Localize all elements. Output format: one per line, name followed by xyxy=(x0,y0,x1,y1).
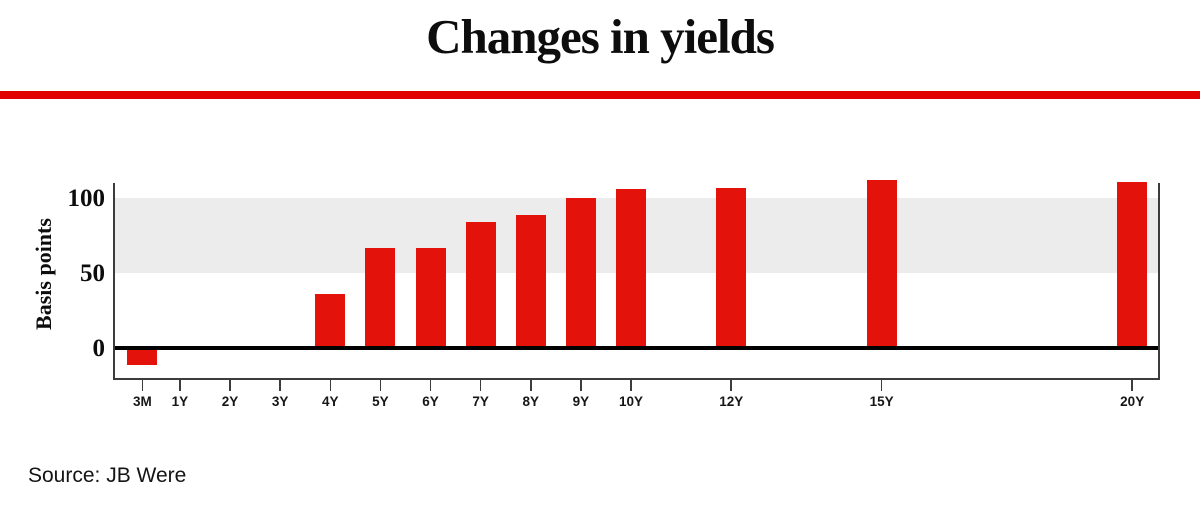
bar-6y xyxy=(415,247,446,348)
x-tick-7y xyxy=(479,380,482,391)
x-tick-label-2y: 2Y xyxy=(221,394,239,409)
x-tick-label-12y: 12Y xyxy=(719,394,744,409)
x-tick-10y xyxy=(630,380,632,391)
x-tick-5y xyxy=(379,380,382,391)
bar-8y xyxy=(515,214,546,348)
bar-12y xyxy=(716,187,747,348)
bar-9y xyxy=(565,198,596,348)
x-tick-4y xyxy=(329,380,332,391)
bar-7y xyxy=(465,222,496,348)
bar-15y xyxy=(866,180,897,348)
x-tick-label-5y: 5Y xyxy=(372,394,389,409)
y-tick-label-50: 50 xyxy=(80,260,105,287)
bar-4y xyxy=(315,294,346,348)
x-tick-label-1y: 1Y xyxy=(171,394,189,409)
x-tick-3m xyxy=(141,380,144,391)
x-tick-label-7y: 7Y xyxy=(472,394,489,409)
x-tick-label-8y: 8Y xyxy=(522,394,539,409)
x-tick-label-15y: 15Y xyxy=(869,394,894,409)
x-tick-label-4y: 4Y xyxy=(322,394,339,409)
chart-title: Changes in yields xyxy=(426,9,775,64)
bar-5y xyxy=(365,247,396,348)
x-tick-2y xyxy=(229,380,231,391)
x-tick-12y xyxy=(730,380,732,391)
x-tick-9y xyxy=(580,380,582,391)
x-tick-8y xyxy=(530,380,532,391)
bar-3m xyxy=(127,348,158,365)
zero-baseline xyxy=(113,345,1160,351)
x-tick-3y xyxy=(279,380,281,391)
x-tick-label-3m: 3M xyxy=(132,394,152,409)
axis-right-border xyxy=(1158,183,1160,380)
axis-left-border xyxy=(113,183,115,380)
source-caption: Source: JB Were xyxy=(28,464,187,487)
title-divider-rule xyxy=(0,91,1200,99)
x-tick-1y xyxy=(179,380,181,391)
bar-10y xyxy=(616,189,646,348)
x-tick-label-10y: 10Y xyxy=(618,394,644,409)
x-tick-label-3y: 3Y xyxy=(271,394,289,409)
y-tick-label-100: 100 xyxy=(67,185,106,212)
axis-bottom-border xyxy=(113,378,1160,380)
x-tick-label-9y: 9Y xyxy=(572,394,590,409)
x-tick-label-6y: 6Y xyxy=(422,394,439,409)
x-tick-6y xyxy=(429,380,432,391)
bar-20y xyxy=(1117,181,1148,348)
x-tick-label-20y: 20Y xyxy=(1120,394,1145,409)
y-tick-label-0: 0 xyxy=(92,335,106,362)
x-tick-15y xyxy=(880,380,883,391)
x-tick-20y xyxy=(1131,380,1133,391)
